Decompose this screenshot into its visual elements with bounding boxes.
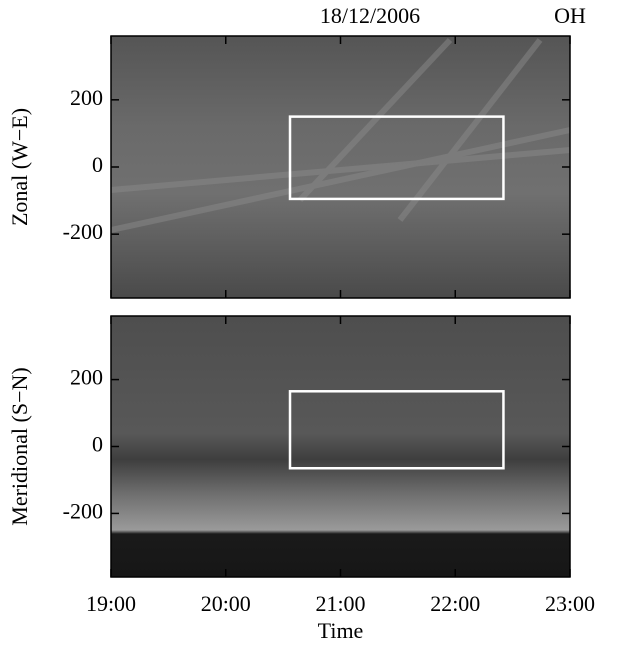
y-axis-label: Meridional (S−N): [7, 367, 32, 525]
y-tick-label: 0: [92, 432, 103, 457]
y-tick-label: -200: [63, 219, 103, 244]
y-tick-label: 0: [92, 152, 103, 177]
x-tick-label: 23:00: [545, 591, 595, 616]
annotation: OH: [554, 3, 586, 28]
highlight-box: [288, 115, 505, 201]
x-tick-label: 20:00: [201, 591, 251, 616]
x-axis-label: Time: [318, 618, 364, 643]
image-background: [111, 316, 570, 577]
streaks: [110, 37, 571, 233]
y-tick-label: 200: [70, 85, 103, 110]
x-tick-label: 19:00: [86, 591, 136, 616]
x-tick-label: 22:00: [430, 591, 480, 616]
y-tick-label: 200: [70, 365, 103, 390]
x-tick-label: 21:00: [315, 591, 365, 616]
figure-title: 18/12/2006: [320, 3, 420, 28]
y-tick-label: -200: [63, 498, 103, 523]
highlight-box: [288, 390, 505, 470]
y-axis-label: Zonal (W−E): [7, 108, 32, 226]
